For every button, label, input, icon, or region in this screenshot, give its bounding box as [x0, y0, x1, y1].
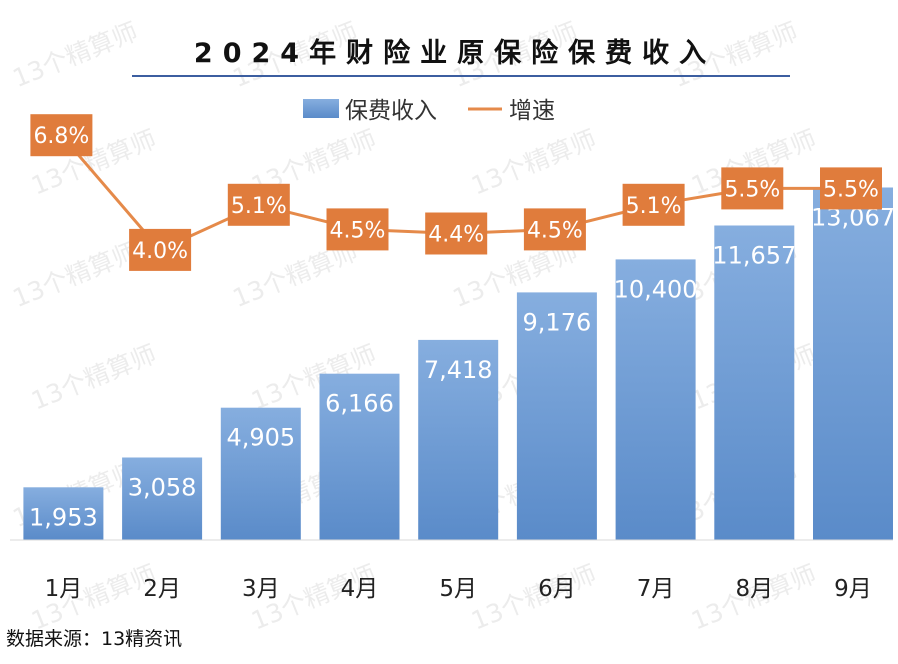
bar [23, 487, 104, 540]
bar-data-label: 9,176 [523, 308, 592, 336]
bar [220, 407, 301, 540]
x-tick-label: 6月 [538, 576, 576, 602]
legend-line-label: 增速 [509, 98, 555, 124]
x-axis-ticks: 1月 2月 3月 4月 5月 6月 7月 8月 9月 [45, 576, 872, 602]
bar-data-label: 6,166 [325, 390, 394, 418]
line-series: 6.8% 4.0% 5.1% 4.5% 4.4% 4.5% 5.1% 5.5% 5.5% [30, 114, 882, 271]
x-tick-label: 1月 [45, 576, 83, 602]
chart-title: 2024年财险业原保险保费收入 [194, 37, 716, 69]
x-tick-label: 7月 [637, 576, 675, 602]
growth-label-box [326, 208, 389, 251]
bar-data-label: 4,905 [226, 424, 295, 452]
watermark-text: 13个精算师 [9, 237, 142, 313]
x-tick-label: 2月 [143, 576, 181, 602]
growth-data-label: 5.5% [724, 177, 780, 202]
growth-label-box [227, 183, 290, 226]
watermark-text: 13个精算师 [467, 124, 600, 200]
bar [714, 225, 795, 540]
bar [516, 292, 597, 540]
growth-label-box [30, 114, 93, 157]
legend-bar-label: 保费收入 [345, 98, 437, 124]
bar [122, 457, 203, 540]
bar-series: 1,953 3,058 4,905 6,166 7,418 9,176 10,400 11,6… [23, 187, 895, 540]
x-tick-label: 8月 [735, 576, 773, 602]
growth-label-box [721, 167, 784, 210]
bar [319, 373, 400, 540]
growth-data-label: 5.1% [231, 194, 287, 219]
bar-data-label: 7,418 [424, 356, 493, 384]
growth-data-label: 4.5% [330, 218, 386, 243]
bar [813, 187, 893, 540]
legend-bar-swatch [303, 99, 339, 118]
x-tick-label: 5月 [439, 576, 477, 602]
bar-data-label: 3,058 [128, 474, 197, 502]
growth-data-label: 4.5% [527, 218, 583, 243]
watermark-text: 13个精算师 [9, 17, 142, 93]
bar-data-label: 1,953 [29, 503, 98, 531]
growth-data-label: 4.0% [132, 239, 188, 264]
growth-data-label: 5.5% [823, 177, 879, 202]
growth-data-label: 4.4% [428, 223, 484, 248]
x-tick-label: 3月 [242, 576, 280, 602]
growth-data-label: 6.8% [33, 124, 89, 149]
growth-data-label: 5.1% [626, 194, 682, 219]
growth-label-box [425, 212, 488, 255]
watermark-text: 13个精算师 [467, 559, 600, 635]
bar [615, 259, 696, 540]
x-tick-label: 4月 [341, 576, 379, 602]
bar [418, 339, 499, 540]
growth-label-box [622, 183, 685, 226]
bar-data-label: 10,400 [614, 275, 698, 303]
bar-data-label: 11,657 [712, 242, 796, 270]
growth-label-box [820, 167, 882, 210]
growth-label-box [523, 208, 586, 251]
x-tick-label: 9月 [834, 576, 872, 602]
source-note: 数据来源：13精资讯 [6, 628, 183, 650]
watermark-text: 13个精算师 [27, 339, 160, 415]
legend: 保费收入 增速 [303, 98, 555, 124]
growth-label-box [129, 228, 192, 271]
